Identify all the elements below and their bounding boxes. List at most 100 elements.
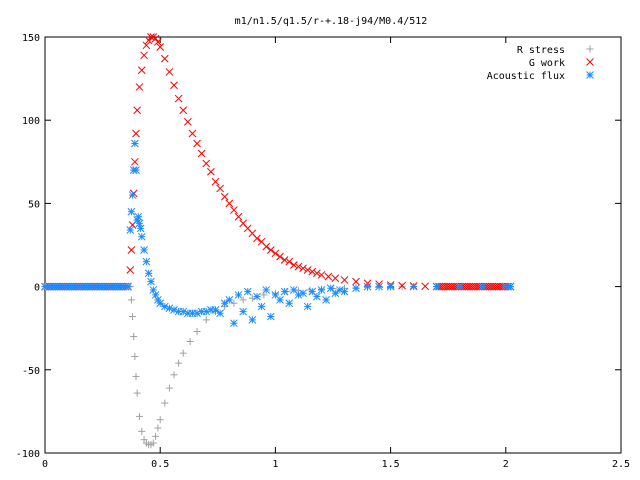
data-point xyxy=(234,291,243,299)
data-point xyxy=(137,66,146,75)
series-layer xyxy=(41,33,515,449)
data-point xyxy=(313,269,321,278)
data-point xyxy=(225,199,234,208)
data-point xyxy=(253,292,261,301)
data-point xyxy=(151,34,160,43)
data-point xyxy=(160,302,169,311)
series-acoustic-flux xyxy=(41,139,515,328)
data-point xyxy=(294,262,303,271)
data-point xyxy=(386,282,395,291)
data-point xyxy=(211,306,220,314)
data-point xyxy=(126,266,135,274)
data-point xyxy=(135,219,144,228)
data-point xyxy=(225,296,234,304)
x-tick-label: 1.5 xyxy=(382,459,400,470)
data-point xyxy=(211,177,220,186)
data-point xyxy=(299,289,307,298)
data-point xyxy=(331,274,340,283)
data-point xyxy=(170,306,178,314)
data-point xyxy=(134,212,143,221)
axes: 0 0.5 1 1.5 2 2.5 -100 -50 0 50 100 150 xyxy=(16,33,630,470)
data-point xyxy=(140,51,148,60)
data-point xyxy=(285,299,294,308)
data-point xyxy=(193,328,201,336)
data-point xyxy=(375,282,383,291)
legend-label: G work xyxy=(529,58,565,69)
data-point xyxy=(165,68,174,76)
data-point xyxy=(398,281,406,290)
x-tick-label: 1 xyxy=(272,459,278,470)
data-point xyxy=(220,192,229,201)
data-point xyxy=(409,282,418,291)
y-tick-label: 150 xyxy=(22,33,40,44)
data-point xyxy=(128,191,137,199)
data-point xyxy=(289,261,298,269)
data-point xyxy=(303,266,312,274)
data-point xyxy=(294,291,303,299)
data-point xyxy=(432,282,441,291)
data-point xyxy=(156,416,164,424)
data-point xyxy=(197,149,206,158)
data-point xyxy=(230,299,238,307)
data-point xyxy=(340,276,349,284)
data-point xyxy=(147,33,155,41)
y-tick-label: 0 xyxy=(34,283,40,294)
data-point xyxy=(133,389,141,397)
data-point xyxy=(142,41,151,50)
data-point xyxy=(266,246,275,254)
data-point xyxy=(156,299,165,308)
x-tick-label: 0 xyxy=(42,459,48,470)
data-point xyxy=(324,272,333,281)
data-point xyxy=(363,282,372,291)
data-point xyxy=(352,284,360,293)
data-point xyxy=(132,372,140,380)
data-point xyxy=(326,284,335,293)
data-point xyxy=(230,206,238,214)
data-point xyxy=(340,287,349,296)
data-point xyxy=(160,54,169,63)
data-point xyxy=(202,159,211,168)
data-point xyxy=(161,399,169,407)
data-point xyxy=(317,271,326,279)
data-point xyxy=(179,349,187,357)
chart-title: m1/n1.5/q1.5/r-+.18-j94/M0.4/512 xyxy=(235,16,428,27)
data-point xyxy=(285,257,294,266)
x-tick-label: 2 xyxy=(503,459,509,470)
data-point xyxy=(216,309,224,318)
data-point xyxy=(130,333,138,341)
data-point xyxy=(131,352,139,360)
data-point xyxy=(124,282,132,291)
data-point xyxy=(174,94,183,103)
legend-marker xyxy=(586,71,594,79)
data-point xyxy=(220,299,229,308)
data-point xyxy=(421,282,430,291)
data-point xyxy=(506,282,515,291)
data-point xyxy=(131,157,139,166)
data-point xyxy=(398,283,406,291)
data-point xyxy=(262,286,271,294)
legend-marker xyxy=(586,58,594,66)
y-tick-label: 100 xyxy=(22,116,40,127)
data-point xyxy=(165,384,173,392)
data-point xyxy=(257,302,266,311)
data-point xyxy=(142,257,151,266)
legend-label: R stress xyxy=(517,45,565,56)
data-point xyxy=(478,282,487,291)
data-point xyxy=(154,424,162,432)
data-point xyxy=(170,371,178,379)
data-point xyxy=(149,439,157,447)
x-tick-label: 2.5 xyxy=(612,459,630,470)
x-tick-label: 0.5 xyxy=(151,459,169,470)
data-point xyxy=(144,36,153,45)
data-point xyxy=(322,296,330,304)
data-point xyxy=(140,246,148,254)
data-point xyxy=(183,118,192,126)
y-tick-label: 50 xyxy=(28,199,40,210)
data-point xyxy=(137,232,146,241)
series-r-stress xyxy=(41,283,514,449)
data-point xyxy=(132,166,140,174)
data-point xyxy=(152,432,160,440)
data-point xyxy=(131,139,139,148)
data-point xyxy=(239,307,247,316)
